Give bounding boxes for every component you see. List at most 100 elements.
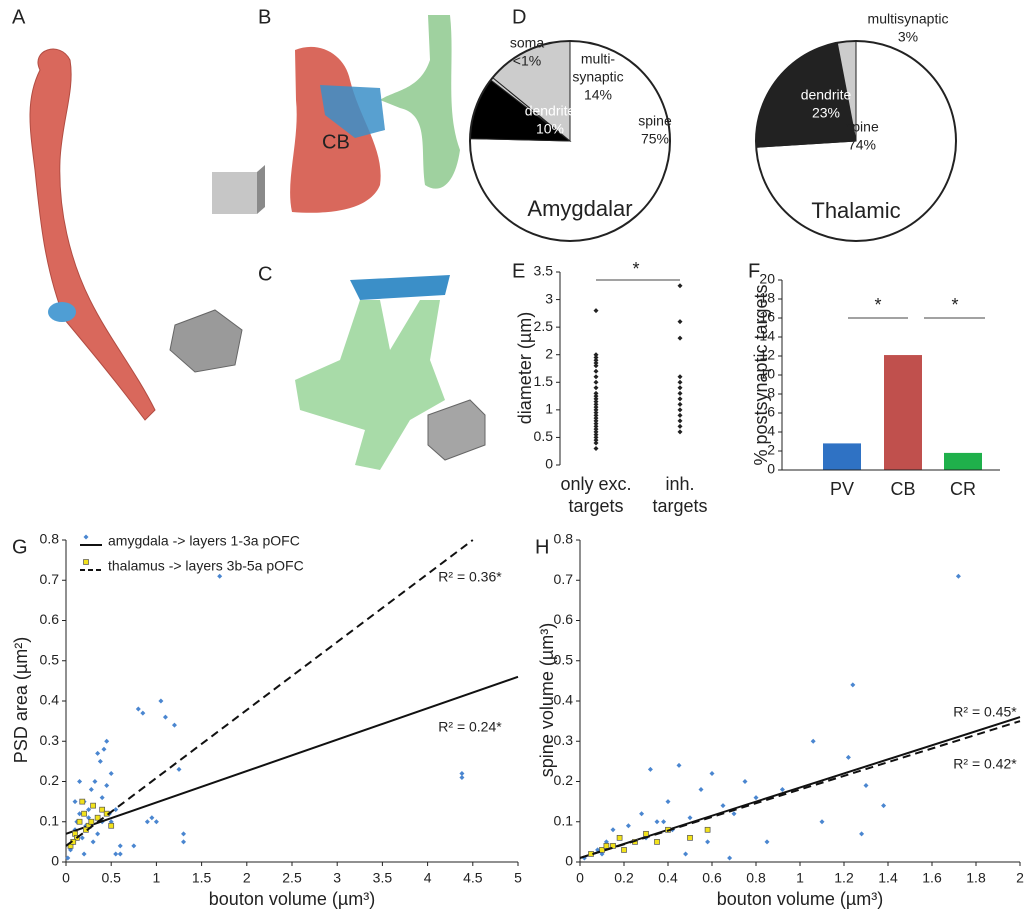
- point: [594, 380, 599, 385]
- scale-cube-side: [257, 165, 265, 214]
- point: [754, 795, 759, 800]
- point: [594, 385, 599, 390]
- r2-label: R² = 0.42*: [953, 756, 1017, 772]
- point: [864, 783, 869, 788]
- point: [113, 851, 118, 856]
- y-tick-label: 0.6: [40, 611, 60, 627]
- point: [77, 779, 82, 784]
- pie-title: Thalamic: [811, 198, 900, 223]
- point: [678, 402, 683, 407]
- x-tick-label: 3.5: [373, 870, 393, 886]
- x-tick-label: only exc.: [560, 474, 631, 494]
- x-tick-label: 1.8: [966, 870, 986, 886]
- point: [743, 779, 748, 784]
- point: [626, 823, 631, 828]
- point: [140, 711, 145, 716]
- slice-label: spine: [638, 113, 672, 129]
- x-tick-label: targets: [568, 496, 623, 516]
- slice-label: dendrite: [525, 103, 576, 119]
- point: [678, 429, 683, 434]
- point: [145, 819, 150, 824]
- slice-value: 10%: [536, 121, 564, 137]
- point: [172, 723, 177, 728]
- point: [104, 783, 109, 788]
- x-tick-label: 2: [243, 870, 251, 886]
- point: [109, 823, 114, 828]
- neuron-render: [30, 49, 155, 420]
- x-tick-label: CR: [950, 479, 976, 499]
- point: [136, 707, 141, 712]
- point: [181, 839, 186, 844]
- slice-label: soma: [510, 35, 544, 51]
- y-tick-label: 0: [565, 853, 573, 869]
- x-axis-label: bouton volume (µm³): [717, 889, 883, 909]
- point: [604, 843, 609, 848]
- panel-label: C: [258, 263, 272, 285]
- point: [683, 851, 688, 856]
- point: [678, 413, 683, 418]
- point: [678, 380, 683, 385]
- point: [846, 755, 851, 760]
- x-tick-label: 0.6: [702, 870, 722, 886]
- point: [617, 835, 622, 840]
- slice-label: spine: [845, 119, 879, 135]
- bar: [823, 443, 861, 470]
- x-tick-label: PV: [830, 479, 854, 499]
- point: [688, 815, 693, 820]
- x-tick-label: 1.5: [192, 870, 212, 886]
- y-tick-label: 0.7: [40, 571, 60, 587]
- point: [177, 767, 182, 772]
- point: [677, 763, 682, 768]
- panel-label: F: [748, 260, 760, 282]
- point: [594, 374, 599, 379]
- slice-value: 14%: [584, 87, 612, 103]
- panel-label: B: [258, 6, 271, 28]
- point: [101, 747, 106, 752]
- y-tick-label: 0.8: [554, 531, 574, 547]
- x-tick-label: 1.2: [834, 870, 854, 886]
- y-axis-label: PSD area (µm²): [11, 637, 31, 763]
- point: [678, 391, 683, 396]
- point: [859, 831, 864, 836]
- point: [109, 771, 114, 776]
- point: [95, 751, 100, 756]
- figure: A B CB C Dspine75%dendrite10%soma<1%mult…: [0, 0, 1024, 912]
- fit-line: [580, 721, 1020, 858]
- significance-star: *: [632, 259, 639, 279]
- point: [678, 283, 683, 288]
- panel-label: G: [12, 536, 28, 558]
- point: [655, 839, 660, 844]
- point: [765, 839, 770, 844]
- point: [721, 803, 726, 808]
- point: [98, 759, 103, 764]
- point: [181, 831, 186, 836]
- point: [678, 319, 683, 324]
- point: [118, 843, 123, 848]
- point: [459, 775, 464, 780]
- x-tick-label: 0.4: [658, 870, 678, 886]
- scale-cube: [212, 172, 257, 214]
- point: [217, 574, 222, 579]
- y-axis-label: spine volume (µm³): [537, 623, 557, 777]
- panel-label: A: [12, 6, 26, 28]
- point: [648, 767, 653, 772]
- point: [678, 396, 683, 401]
- point: [661, 819, 666, 824]
- point: [594, 369, 599, 374]
- y-axis-label: % postsynaptic targets: [751, 284, 771, 465]
- y-tick-label: 0.8: [40, 531, 60, 547]
- significance-star: *: [874, 295, 881, 315]
- x-tick-label: 0.5: [101, 870, 121, 886]
- slice-value: 74%: [848, 137, 876, 153]
- fit-line: [66, 677, 518, 834]
- slice-label: multi-: [581, 51, 616, 67]
- x-tick-label: 2.5: [282, 870, 302, 886]
- y-tick-label: 0.5: [40, 651, 60, 667]
- annotation: CB: [322, 131, 350, 153]
- legend-label: amygdala -> layers 1-3a pOFC: [108, 533, 300, 549]
- point: [705, 827, 710, 832]
- x-tick-label: 0.2: [614, 870, 634, 886]
- pie-title: Amygdalar: [527, 196, 632, 221]
- point: [158, 699, 163, 704]
- point: [820, 819, 825, 824]
